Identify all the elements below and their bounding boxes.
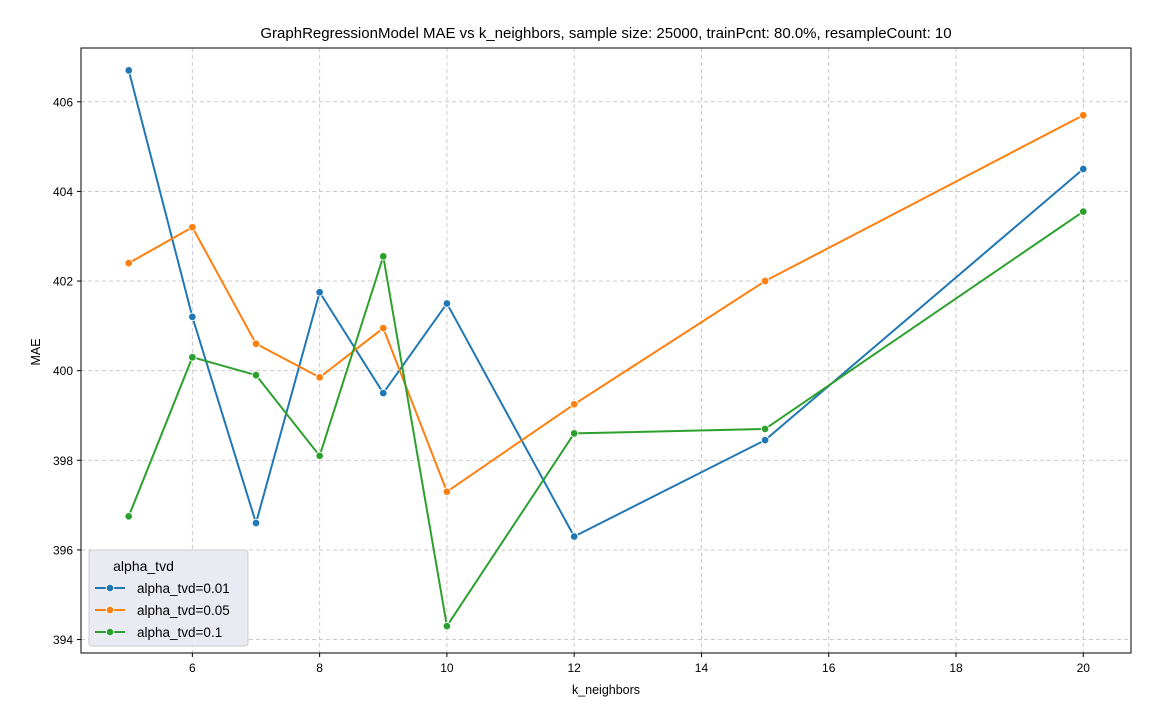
data-point-0 xyxy=(251,518,261,528)
legend-title: alpha_tvd xyxy=(113,558,174,574)
legend: alpha_tvd alpha_tvd=0.01 alpha_tvd=0.05alp… xyxy=(88,549,249,647)
data-point-0 xyxy=(442,299,452,308)
data-point-0 xyxy=(760,435,770,445)
legend-box xyxy=(88,549,249,647)
y-tick-label: 398 xyxy=(53,454,73,468)
data-point-2 xyxy=(569,429,579,438)
data-point-1 xyxy=(760,276,770,286)
data-point-0 xyxy=(188,312,197,322)
chart-title: GraphRegressionModel MAE vs k_neighbors,… xyxy=(260,25,951,42)
data-point-2 xyxy=(315,451,324,461)
y-tick-label: 404 xyxy=(53,185,73,199)
plot-frame xyxy=(80,47,1132,654)
data-point-1 xyxy=(124,258,133,268)
data-point-2 xyxy=(760,424,770,434)
y-tick-label: 402 xyxy=(53,275,73,289)
legend-entry-label: alpha_tvd=0.05 xyxy=(137,603,230,618)
series-line-1 xyxy=(128,114,1084,493)
x-tick-label: 12 xyxy=(568,661,582,675)
data-point-1 xyxy=(379,323,388,333)
series-line-0 xyxy=(127,70,1084,538)
x-tick-label: 6 xyxy=(189,661,196,675)
series-line-2 xyxy=(127,210,1084,628)
data-point-0 xyxy=(124,66,133,75)
x-tick-label: 10 xyxy=(440,661,454,675)
legend-entry-label: alpha_tvd=0.01 xyxy=(137,581,230,596)
data-point-1 xyxy=(569,400,579,409)
data-point-2 xyxy=(124,512,133,521)
legend-swatch-marker xyxy=(105,627,115,637)
data-point-0 xyxy=(569,532,579,541)
data-point-0 xyxy=(315,287,324,297)
y-tick-label: 396 xyxy=(53,543,73,557)
data-point-1 xyxy=(188,223,197,232)
x-axis-title: k_neighbors xyxy=(572,683,640,697)
data-point-1 xyxy=(442,487,452,496)
data-point-1 xyxy=(1079,110,1088,120)
x-tick-label: 20 xyxy=(1077,661,1091,675)
data-point-1 xyxy=(251,339,261,349)
data-point-2 xyxy=(188,352,197,362)
data-point-0 xyxy=(1079,164,1088,174)
legend-swatch-marker xyxy=(105,605,115,615)
legend-entry-label: alpha_tvd=0.1 xyxy=(137,625,222,640)
data-point-2 xyxy=(1079,207,1088,216)
x-tick-label: 8 xyxy=(316,661,323,675)
x-tick-label: 14 xyxy=(695,661,709,675)
y-tick-label: 394 xyxy=(53,633,73,647)
x-tick-label: 16 xyxy=(822,661,836,675)
plot-area: 6 8 10 12 14 16 18 20 394 396 398 400 402 404 406 xyxy=(53,47,1132,675)
data-point-0 xyxy=(379,388,388,398)
y-axis-title: MAE xyxy=(29,338,43,365)
y-tick-label: 406 xyxy=(53,95,73,109)
data-point-2 xyxy=(379,252,388,261)
data-point-1 xyxy=(315,373,324,382)
data-point-2 xyxy=(251,370,261,380)
x-tick-label: 18 xyxy=(949,661,963,675)
data-point-2 xyxy=(442,621,452,631)
legend-swatch-marker xyxy=(105,583,115,593)
y-tick-label: 400 xyxy=(53,364,73,378)
